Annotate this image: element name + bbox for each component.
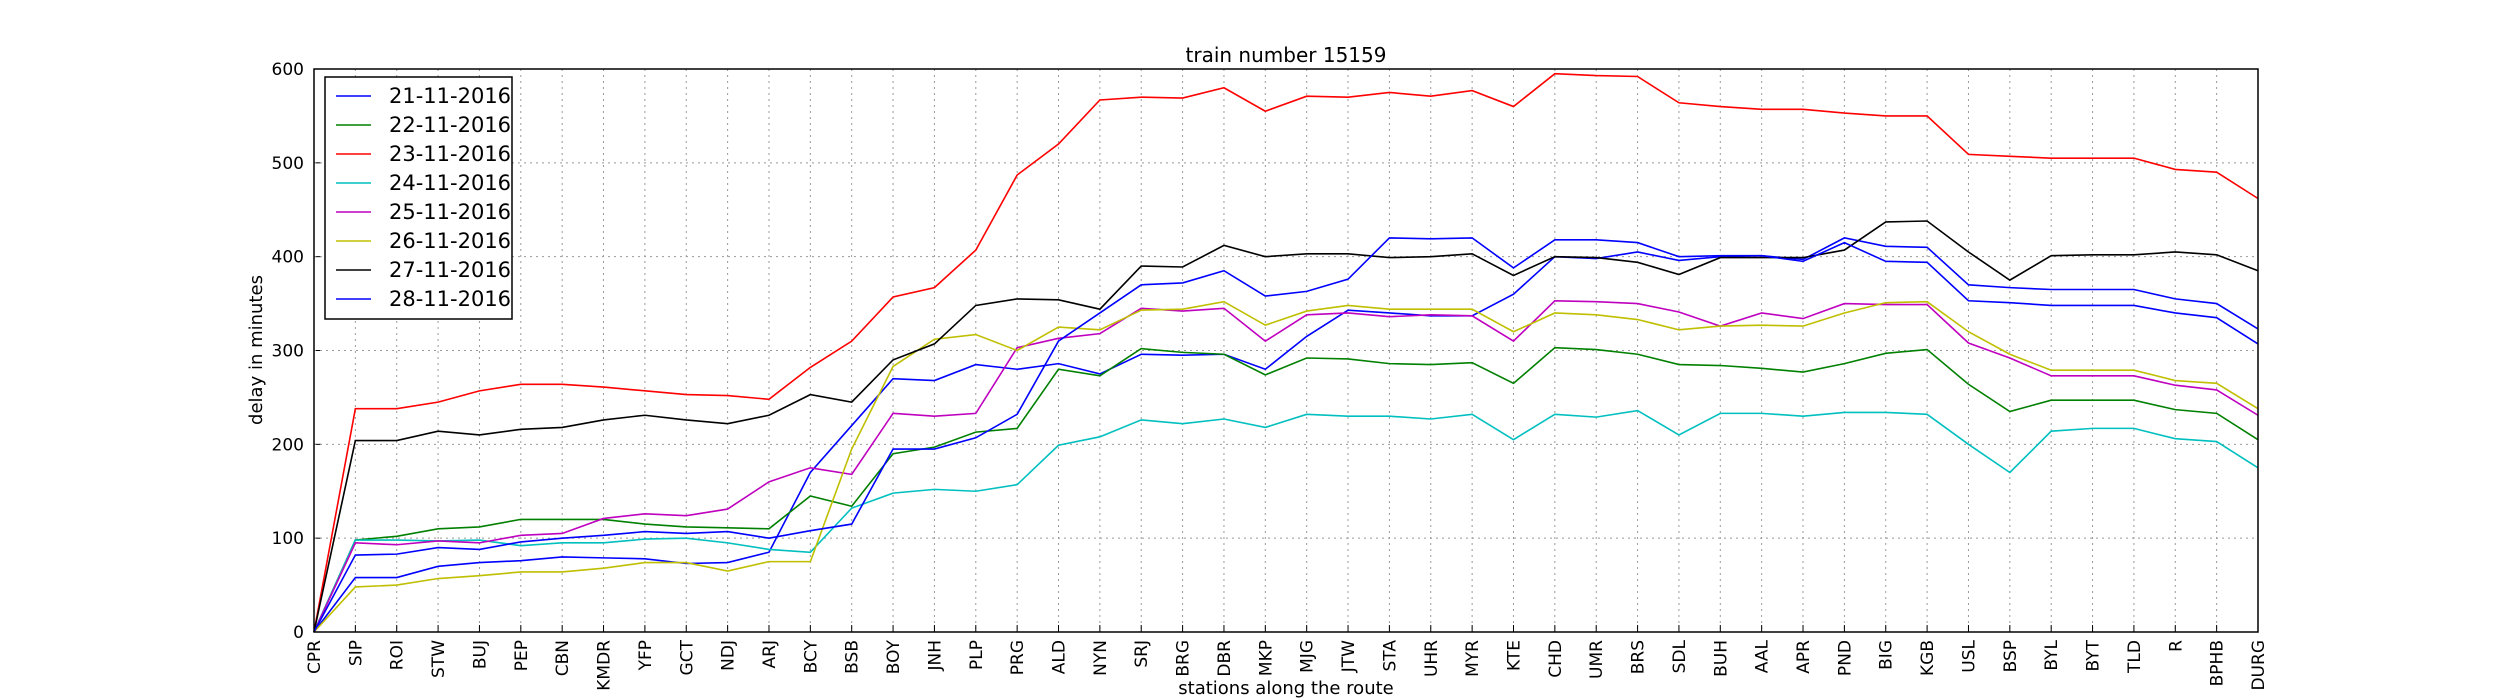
- x-tick-label: BOY: [884, 639, 904, 674]
- x-tick-label: KGB: [1918, 640, 1938, 676]
- chart-title: train number 15159: [1186, 43, 1387, 67]
- legend-label: 22-11-2016: [389, 113, 511, 137]
- y-tick-label: 600: [272, 60, 304, 80]
- x-tick-label: BSB: [843, 640, 863, 674]
- legend-box: [324, 76, 513, 320]
- legend-label: 24-11-2016: [389, 171, 511, 195]
- x-tick-label: BIG: [1877, 640, 1897, 670]
- y-tick-label: 400: [272, 248, 304, 268]
- series-line: [313, 237, 2259, 633]
- x-tick-label: CBN: [553, 640, 573, 676]
- legend-label: 27-11-2016: [389, 258, 511, 282]
- series-line: [313, 299, 2259, 633]
- x-tick-label: ROI: [388, 640, 408, 670]
- x-tick-label: TLD: [2125, 640, 2145, 674]
- x-tick-label: R: [2166, 640, 2186, 652]
- x-tick-label: KTE: [1504, 640, 1524, 671]
- x-tick-label: SDL: [1670, 639, 1690, 673]
- x-tick-label: BPHB: [2208, 640, 2228, 686]
- x-tick-label: CPR: [305, 640, 325, 674]
- x-tick-label: BYL: [2042, 639, 2062, 670]
- series-line: [313, 220, 2259, 633]
- x-tick-label: DURG: [2249, 640, 2269, 691]
- legend-label: 26-11-2016: [389, 229, 511, 253]
- x-tick-label: AAL: [1753, 639, 1773, 673]
- x-tick-label: PEP: [512, 640, 532, 671]
- x-tick-label: STA: [1380, 640, 1400, 672]
- legend-label: 25-11-2016: [389, 200, 511, 224]
- x-tick-label: GCT: [677, 639, 697, 675]
- series-line: [313, 72, 2259, 633]
- x-tick-label: STW: [429, 640, 449, 678]
- x-tick-label: BRS: [1629, 640, 1649, 674]
- y-tick-label: 0: [293, 623, 304, 643]
- y-tick-label: 200: [272, 435, 304, 455]
- x-tick-label: USL: [1959, 639, 1979, 672]
- x-tick-label: BSP: [2001, 640, 2021, 672]
- x-tick-label: UMR: [1587, 640, 1607, 679]
- x-tick-label: PND: [1835, 640, 1855, 676]
- x-tick-label: MJG: [1298, 640, 1318, 673]
- x-tick-label: MKP: [1256, 640, 1276, 676]
- x-tick-label: BUH: [1711, 640, 1731, 677]
- x-tick-label: NDJ: [719, 640, 739, 671]
- y-tick-label: 300: [272, 342, 304, 362]
- x-tick-label: SIP: [346, 640, 366, 666]
- x-tick-label: APR: [1794, 640, 1814, 674]
- x-tick-label: JNH: [925, 640, 945, 672]
- x-tick-label: NYN: [1091, 640, 1111, 676]
- x-tick-label: BUJ: [470, 640, 490, 669]
- x-axis-label: stations along the route: [1178, 678, 1393, 699]
- x-tick-label: DBR: [1215, 640, 1235, 677]
- x-tick-label: KMDR: [595, 640, 615, 691]
- x-tick-label: ALD: [1050, 640, 1070, 674]
- x-tick-label: ARJ: [760, 640, 780, 668]
- x-tick-label: PRG: [1008, 640, 1028, 675]
- legend-label: 23-11-2016: [389, 142, 511, 166]
- x-tick-label: YFP: [636, 640, 656, 671]
- y-tick-label: 100: [272, 529, 304, 549]
- x-tick-label: BCY: [801, 639, 821, 673]
- series-line: [313, 237, 2259, 633]
- x-tick-label: MYR: [1463, 640, 1483, 677]
- x-tick-label: BYT: [2084, 639, 2104, 671]
- x-tick-label: JTW: [1339, 640, 1359, 673]
- x-tick-label: PLP: [967, 640, 987, 670]
- legend-label: 21-11-2016: [389, 84, 511, 108]
- series-line: [313, 409, 2259, 633]
- x-tick-label: CHD: [1546, 640, 1566, 678]
- plot-frame: [313, 68, 2259, 633]
- x-tick-label: UHR: [1422, 640, 1442, 677]
- series-line: [313, 346, 2259, 633]
- x-tick-label: SRJ: [1132, 640, 1152, 668]
- legend-label: 28-11-2016: [389, 287, 511, 311]
- y-axis-label: delay in minutes: [246, 275, 267, 425]
- series-line: [313, 300, 2259, 633]
- y-tick-label: 500: [272, 154, 304, 174]
- x-tick-label: BRG: [1174, 640, 1194, 677]
